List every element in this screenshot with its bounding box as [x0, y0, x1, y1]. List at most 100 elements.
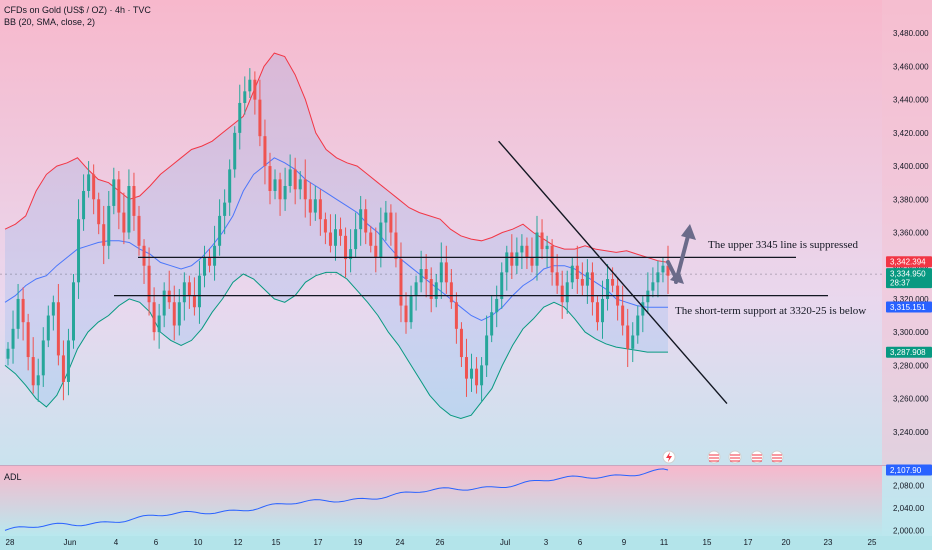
candle-body	[31, 357, 35, 386]
date-axis-tick: 25	[868, 538, 877, 547]
candle-body	[308, 199, 312, 213]
candle-body	[641, 302, 645, 316]
candle-body	[651, 282, 655, 291]
adl-tag-label: 2,107.90	[890, 466, 922, 475]
candle-body	[656, 272, 660, 283]
candle-body	[409, 295, 413, 323]
date-axis-panel[interactable]	[0, 536, 932, 550]
price-tag	[886, 346, 932, 358]
candle-body	[208, 257, 212, 266]
candle-body	[268, 166, 272, 191]
candle-body	[500, 272, 504, 299]
candle-body	[323, 219, 327, 233]
candle-body	[303, 179, 307, 200]
event-icons[interactable]	[662, 450, 784, 464]
us-flag-icon[interactable]	[728, 450, 742, 464]
candle-body	[152, 302, 156, 333]
candle-body	[97, 199, 101, 225]
date-axis-tick: 17	[744, 538, 753, 547]
us-flag-icon[interactable]	[750, 450, 764, 464]
candle-body	[374, 245, 378, 258]
candle-body	[535, 232, 539, 266]
adl-label[interactable]: ADL	[4, 472, 22, 482]
candle-body	[202, 257, 206, 276]
candle-body	[278, 179, 282, 200]
candle-body	[580, 279, 584, 286]
date-axis-tick: 11	[660, 538, 669, 547]
upper-annotation: The upper 3345 line is suppressed	[708, 239, 858, 251]
candle-body	[298, 179, 302, 190]
candle-body	[384, 212, 388, 223]
candle-body	[414, 282, 418, 296]
descending-trendline	[498, 140, 728, 405]
candle-body	[495, 298, 499, 313]
date-axis-labels: 28 Jun 4 6 10 12 15 17 19 24 26 Jul 3 6 9 11 15 17 20 23 25	[6, 538, 877, 547]
candle-body	[77, 219, 81, 283]
candle-body	[354, 229, 358, 250]
candle-body	[213, 245, 217, 266]
candle-body	[228, 169, 232, 203]
candle-body	[147, 265, 151, 303]
candle-body	[399, 259, 403, 306]
candle-body	[520, 245, 524, 253]
candle-body	[36, 375, 40, 386]
candle-body	[157, 315, 161, 333]
price-axis-tick: 3,240.000	[893, 428, 929, 437]
candle-body	[192, 295, 196, 308]
us-flag-icon[interactable]	[707, 450, 721, 464]
price-axis-tick: 3,360.000	[893, 229, 929, 238]
candle-body	[631, 335, 635, 349]
candle-body	[369, 232, 373, 246]
down-arrow-icon	[666, 260, 684, 284]
candle-body	[253, 79, 257, 100]
adl-tag	[886, 464, 932, 476]
date-axis-tick: 28	[6, 538, 15, 547]
candle-body	[127, 186, 131, 233]
candle-body	[112, 179, 116, 206]
candle-body	[333, 229, 337, 246]
candle-body	[21, 298, 25, 323]
date-axis-tick: 20	[782, 538, 791, 547]
candles	[6, 68, 670, 402]
symbol-title[interactable]: CFDs on Gold (US$ / OZ) · 4h · TVC	[4, 5, 151, 15]
date-axis-tick: 6	[154, 538, 159, 547]
candle-body	[404, 305, 408, 323]
candle-body	[606, 279, 610, 299]
candle-body	[102, 224, 106, 246]
candle-body	[439, 262, 443, 283]
candle-body	[575, 265, 579, 279]
us-flag-icon[interactable]	[770, 450, 784, 464]
price-tag-label: 3,315.151	[890, 303, 926, 312]
price-axis-tick: 3,260.000	[893, 395, 929, 404]
candle-body	[585, 272, 589, 286]
candle-body	[454, 302, 458, 329]
price-axis-panel[interactable]	[882, 0, 932, 465]
candle-body	[349, 249, 353, 260]
candle-body	[510, 252, 514, 266]
adl-axis-tick: 2,040.00	[893, 504, 925, 513]
price-tag	[886, 301, 932, 313]
candle-body	[162, 290, 166, 316]
candle-body	[328, 232, 332, 246]
candle-body	[475, 368, 479, 386]
candle-body	[167, 290, 171, 303]
candle-body	[621, 305, 625, 326]
candle-body	[359, 209, 363, 230]
candle-body	[46, 315, 50, 341]
date-axis-tick: Jul	[500, 538, 510, 547]
date-axis-tick: 23	[824, 538, 833, 547]
candle-body	[434, 282, 438, 299]
date-axis-tick: 15	[272, 538, 281, 547]
indicator-title[interactable]: BB (20, SMA, close, 2)	[4, 17, 96, 27]
price-axis-tick: 3,400.000	[893, 162, 929, 171]
candle-body	[122, 212, 126, 233]
candle-body	[530, 257, 534, 266]
candle-body	[595, 302, 599, 323]
candle-body	[636, 315, 640, 336]
candle-body	[293, 169, 297, 190]
price-tag-label: 3,287.908	[890, 348, 926, 357]
lower-band-line	[4, 271, 668, 420]
price-axis-tick: 3,420.000	[893, 129, 929, 138]
